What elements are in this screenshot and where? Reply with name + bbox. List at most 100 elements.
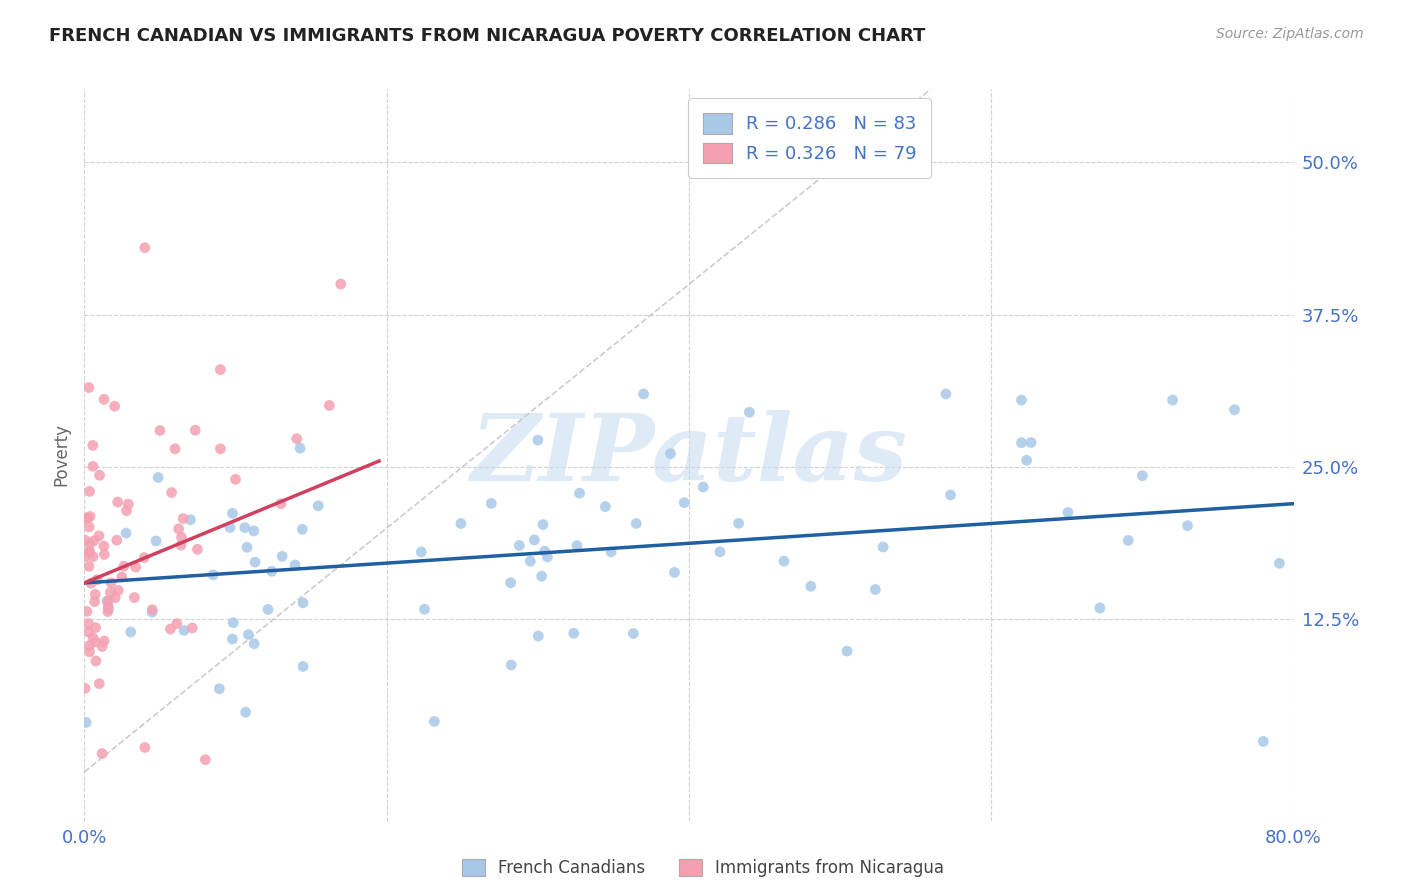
Point [115,503,138,517]
Point [260,564,283,578]
Point [1223,402,1246,417]
Point [208,681,231,696]
Point [82,631,104,645]
Point [105,533,128,548]
Point [659,447,682,461]
Point [1253,734,1275,748]
Point [257,602,280,616]
Point [202,567,225,582]
Point [77,624,100,639]
Point [523,533,546,547]
Point [835,644,858,658]
Point [499,575,522,590]
Point [104,591,127,605]
Point [501,658,523,673]
Point [82,549,104,564]
Point [107,495,129,509]
Point [568,486,591,500]
Point [291,522,314,536]
Point [97,594,120,608]
Legend: French Canadians, Immigrants from Nicaragua: French Canadians, Immigrants from Nicara… [456,852,950,884]
Point [533,544,555,558]
Point [236,541,259,555]
Point [235,705,257,719]
Point [89,468,111,483]
Point [1177,518,1199,533]
Text: ZIPatlas: ZIPatlas [471,410,907,500]
Point [83,533,105,548]
Point [100,585,122,599]
Point [531,517,554,532]
Point [1116,533,1139,548]
Point [124,591,146,605]
Point [219,520,242,534]
Point [225,472,247,486]
Point [865,582,887,597]
Point [1130,468,1153,483]
Legend: R = 0.286   N = 83, R = 0.326   N = 79: R = 0.286 N = 83, R = 0.326 N = 79 [689,98,931,178]
Point [141,603,163,617]
Point [664,566,686,580]
Point [221,632,243,646]
Point [413,602,436,616]
Point [149,424,172,438]
Point [76,511,98,525]
Point [450,516,472,531]
Point [84,635,107,649]
Point [939,488,962,502]
Point [527,433,550,447]
Point [633,387,655,401]
Point [160,485,183,500]
Point [593,500,616,514]
Point [727,516,749,531]
Point [1088,601,1111,615]
Y-axis label: Poverty: Poverty [52,424,70,486]
Point [73,681,96,696]
Point [1011,393,1033,408]
Point [79,484,101,499]
Point [75,715,97,730]
Point [318,399,340,413]
Point [243,637,266,651]
Point [530,569,553,583]
Point [104,399,127,413]
Point [77,616,100,631]
Point [626,516,648,531]
Point [173,624,195,638]
Text: FRENCH CANADIAN VS IMMIGRANTS FROM NICARAGUA POVERTY CORRELATION CHART: FRENCH CANADIAN VS IMMIGRANTS FROM NICAR… [49,27,925,45]
Point [97,599,120,614]
Point [271,549,294,564]
Point [181,621,204,635]
Point [79,509,101,524]
Point [77,520,100,534]
Point [1015,453,1038,467]
Point [1057,506,1080,520]
Point [93,548,115,562]
Point [79,537,101,551]
Point [423,714,446,729]
Point [77,639,100,653]
Point [165,442,187,456]
Point [93,392,115,407]
Point [167,522,190,536]
Point [1011,435,1033,450]
Point [233,521,256,535]
Point [238,627,260,641]
Point [284,558,307,572]
Point [79,645,101,659]
Point [91,640,114,654]
Point [738,405,761,419]
Point [221,506,243,520]
Point [285,432,308,446]
Point [73,533,96,548]
Point [77,380,100,394]
Point [692,480,714,494]
Point [172,511,194,525]
Point [100,575,122,590]
Point [411,545,433,559]
Point [194,753,217,767]
Point [222,615,245,630]
Point [565,539,588,553]
Point [93,634,115,648]
Point [86,573,108,587]
